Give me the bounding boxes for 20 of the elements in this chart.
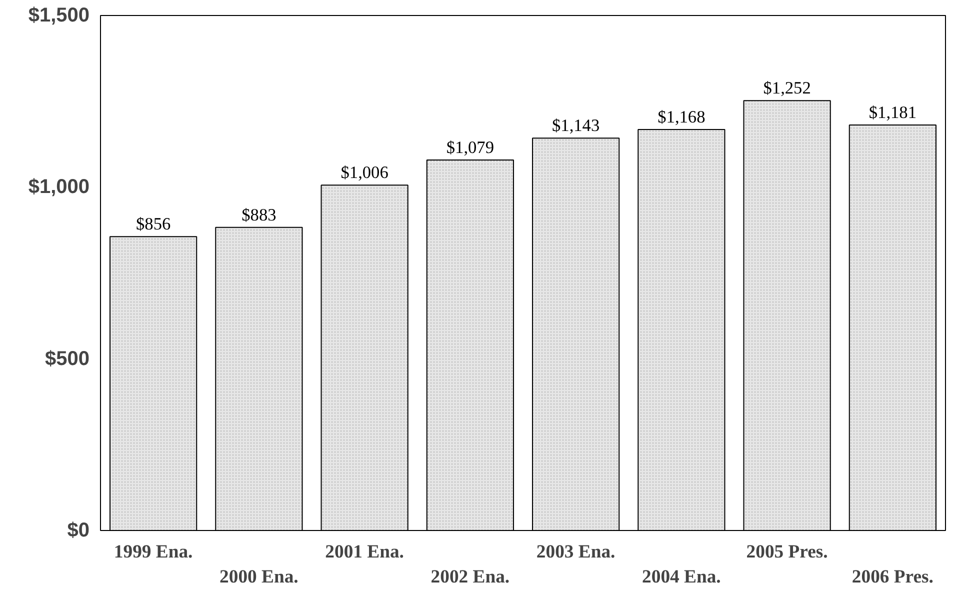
x-tick-label: 2003 Ena. bbox=[536, 542, 616, 562]
x-tick-label: 2005 Pres. bbox=[746, 542, 828, 562]
y-tick-label: $500 bbox=[45, 348, 90, 370]
x-tick-label: 2002 Ena. bbox=[430, 566, 510, 588]
data-label: $1,006 bbox=[340, 163, 389, 182]
x-tick-label: 2000 Ena. bbox=[220, 566, 298, 588]
data-label: $1,168 bbox=[658, 107, 706, 126]
data-label: $856 bbox=[136, 214, 171, 234]
x-tick-label: 2004 Ena. bbox=[642, 566, 721, 588]
y-tick-label: $1,500 bbox=[28, 4, 90, 26]
y-tick-label: $0 bbox=[67, 520, 90, 542]
x-tick-label: 2006 Pres. bbox=[852, 566, 934, 588]
data-label: $1,252 bbox=[763, 78, 811, 98]
data-label: $1,079 bbox=[446, 138, 494, 158]
y-tick-label: $1,000 bbox=[28, 176, 90, 198]
x-tick-label: 2001 Ena. bbox=[325, 542, 404, 562]
data-label: $883 bbox=[242, 205, 276, 224]
x-tick-label: 1999 Ena. bbox=[114, 542, 193, 562]
data-label: $1,181 bbox=[868, 103, 917, 122]
data-label: $1,143 bbox=[552, 116, 600, 136]
